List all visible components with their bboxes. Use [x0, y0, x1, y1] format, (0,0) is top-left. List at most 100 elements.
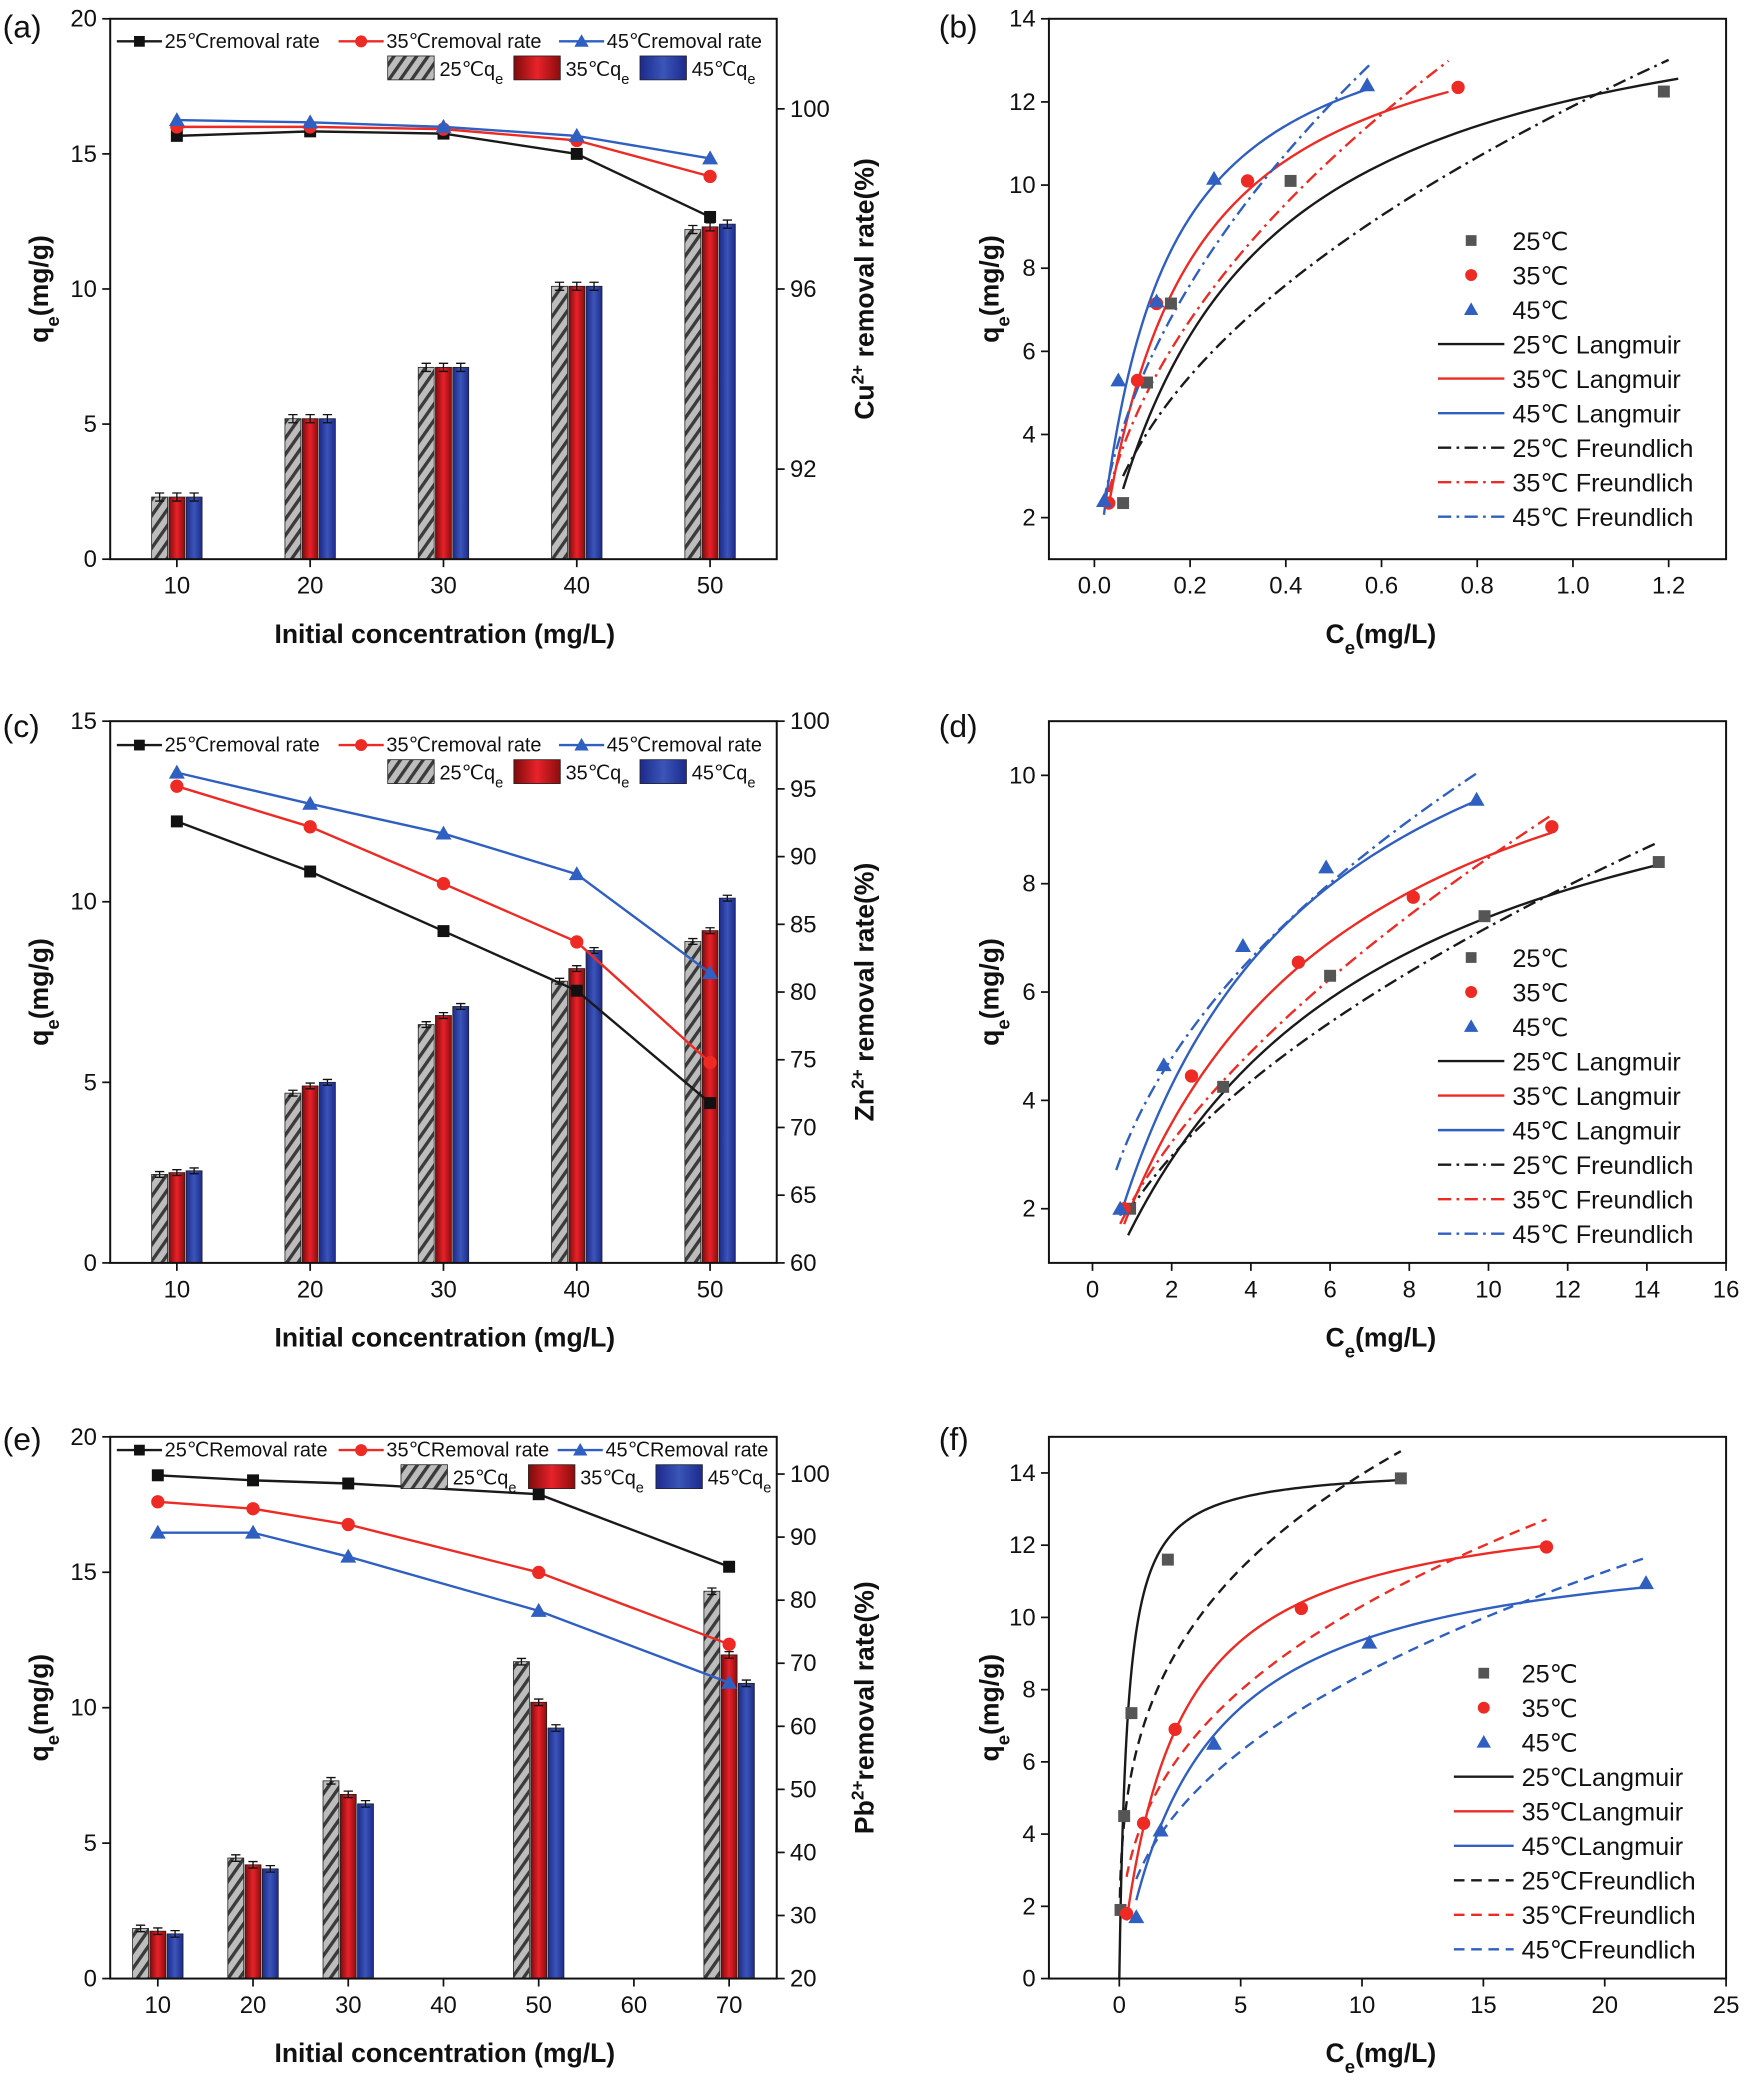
legend-label-main: 45℃q [692, 763, 748, 785]
legend-label: 25℃qe [453, 1468, 517, 1497]
y-label-sub: e [992, 1735, 1013, 1745]
panel-label: (e) [3, 1421, 42, 1457]
error-bar [421, 1020, 431, 1029]
y-tick-label: 4 [1022, 1087, 1035, 1114]
square-marker [1657, 85, 1670, 98]
removal-line-2 [176, 771, 711, 975]
error-bar [572, 281, 582, 292]
error-bar [741, 1679, 752, 1688]
x-axis-label: Initial concentration (mg/L) [274, 2038, 615, 2068]
legend-label: 25℃ [1522, 1660, 1578, 1688]
bar-0 [284, 1092, 302, 1264]
triangle-marker [1206, 1735, 1222, 1750]
x-axis-label: Ce(mg/L) [1326, 619, 1437, 658]
legend-label: 45℃qe [708, 1468, 772, 1497]
panel-label: (a) [3, 8, 42, 44]
plot-area [1114, 1450, 1654, 1979]
x-label-main: C [1326, 1323, 1345, 1353]
y2-label-sup: 2+ [848, 1780, 868, 1800]
error-bar [135, 1924, 146, 1933]
bar-1 [530, 1701, 548, 1979]
error-bar [438, 1011, 449, 1020]
panel-a: (a)10 20 30 40 50051015209296100qe(mg/g)Init… [3, 6, 880, 649]
legend-label: 45℃ Freundlich [1512, 504, 1693, 532]
bar-2 [319, 418, 336, 560]
square-marker [532, 1488, 545, 1501]
x-label-main: C [1326, 619, 1345, 649]
circle-marker [246, 1502, 260, 1516]
y2-label-rest: removal rate(%) [850, 158, 880, 365]
legend-label: 35℃qe [566, 763, 630, 792]
panel-label: (c) [3, 708, 40, 744]
legend-label: 35℃ [1522, 1695, 1578, 1723]
legend-label: 35℃removal rate [386, 735, 541, 757]
x-tick-label: 15 [1470, 1992, 1497, 2019]
legend-label-sub: e [495, 776, 503, 792]
bar-1 [435, 366, 452, 560]
triangle-marker [568, 127, 585, 142]
y2-axis-label: Cu2+ removal rate(%) [848, 158, 880, 420]
legend-label-main: 25℃q [439, 763, 495, 785]
freundlich-fit-curve [1125, 1518, 1547, 1878]
legend-label-main: 45℃q [708, 1468, 764, 1490]
y-tick-label: 14 [1009, 1460, 1036, 1487]
x-label-rest: (mg/L) [1355, 619, 1436, 649]
circle-marker [1291, 955, 1306, 969]
y-label-main: q [974, 1745, 1004, 1761]
x-tick-label: 10 [1475, 1276, 1502, 1303]
bar-0 [227, 1857, 245, 1979]
error-bar [265, 1864, 275, 1873]
legend-swatch [400, 1464, 448, 1490]
y-tick-label: 2 [1022, 1196, 1035, 1223]
circle-marker [1539, 1540, 1554, 1554]
y2-tick-label: 100 [790, 96, 830, 123]
legend-label: 25℃ [1512, 945, 1568, 973]
y-tick-label: 4 [1022, 421, 1035, 448]
legend-label-main: 35℃q [566, 59, 622, 81]
error-bar [305, 1082, 315, 1090]
bar-1 [301, 418, 319, 560]
legend-label: 35℃ Freundlich [1512, 1186, 1693, 1214]
x-tick-label: 40 [430, 1992, 457, 2019]
triangle-marker [435, 825, 452, 840]
y-axis-label: qe(mg/g) [24, 938, 63, 1046]
legend-label-main: 45℃q [692, 59, 748, 81]
y-tick-label: 5 [84, 411, 97, 438]
legend-label-main: 25℃q [439, 59, 495, 81]
legend-label: 45℃ Langmuir [1512, 400, 1681, 428]
y2-label-sup: 2+ [848, 1069, 868, 1089]
y-tick-label: 20 [70, 1424, 97, 1451]
error-bar [551, 1724, 561, 1732]
square-marker [437, 925, 450, 938]
plot-frame [1047, 1435, 1728, 1980]
x-label-rest: (mg/L) [1355, 2038, 1436, 2068]
x-label-main: C [1326, 2038, 1345, 2068]
triangle-marker [721, 1674, 738, 1689]
y-tick-label: 8 [1022, 871, 1035, 898]
x-tick-label: 20 [240, 1992, 267, 2019]
triangle-marker [530, 1602, 547, 1617]
legend-label-main: 35℃q [580, 1468, 636, 1490]
x-label-sub: e [1345, 1340, 1355, 1361]
bar-2 [718, 223, 736, 560]
y-label-main: q [24, 1745, 54, 1761]
error-bar [172, 492, 182, 502]
bar-1 [720, 1654, 738, 1979]
y-tick-label: 10 [70, 276, 97, 303]
bar-1 [244, 1864, 262, 1979]
x-tick-label: 1.2 [1652, 573, 1685, 600]
circle-marker [1406, 890, 1420, 904]
legend-swatch [513, 759, 561, 784]
panel-b: (b)0.0 0.2 0.4 0.6 0.8 1.0 1.22468101214qe(mg/… [939, 6, 1728, 658]
bar-2 [585, 950, 603, 1264]
x-tick-label: 4 [1244, 1276, 1257, 1303]
square-marker [1141, 376, 1154, 389]
bar-1 [701, 226, 719, 560]
circle-marker [303, 820, 317, 834]
bar-0 [417, 1024, 435, 1264]
y-tick-label: 2 [1022, 1893, 1035, 1920]
triangle-marker [1476, 1735, 1491, 1748]
error-bar [360, 1799, 371, 1808]
triangle-marker [1112, 1200, 1129, 1215]
error-bar [456, 362, 466, 373]
